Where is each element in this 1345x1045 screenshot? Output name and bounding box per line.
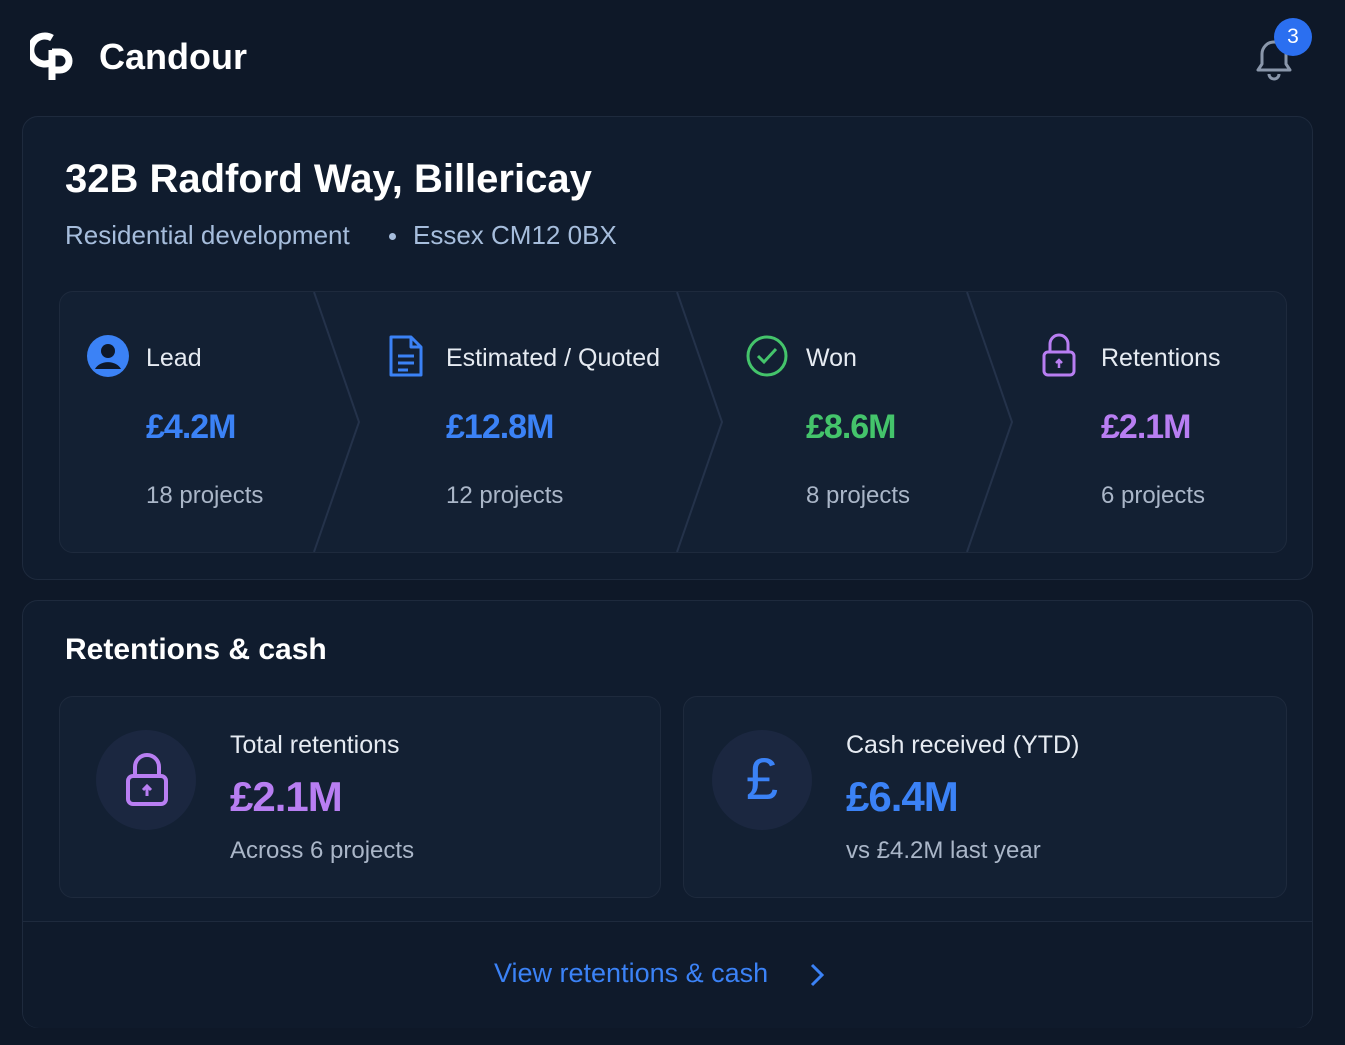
view-link[interactable]: View retentions & cash — [494, 958, 769, 988]
retentions-icon — [1042, 333, 1076, 377]
retentions-cash-card: Retentions & cash Total retentions £2.1M… — [22, 600, 1313, 1028]
card-note: vs £4.2M last year — [846, 837, 1041, 864]
card-note: Across 6 projects — [230, 837, 415, 864]
stage-projects: 12 projects — [446, 482, 564, 509]
stage-value: £4.2M — [146, 408, 236, 446]
separator-dot — [389, 233, 396, 240]
chevron-right[interactable] — [807, 962, 827, 988]
lead-icon — [87, 335, 129, 377]
pipeline: Lead £4.2M 18 projects Estimated / Quoted £1… — [59, 291, 1287, 553]
stage-value: £12.8M — [446, 408, 554, 446]
pound-icon: £ — [712, 730, 812, 830]
project-type: Residential development — [65, 220, 350, 250]
stage-projects: 8 projects — [806, 482, 911, 509]
stage-projects: 6 projects — [1101, 482, 1206, 509]
stage-projects: 18 projects — [146, 482, 264, 509]
project-title: 32B Radford Way, Billericay — [65, 157, 592, 201]
stage-label: Estimated / Quoted — [446, 344, 661, 372]
estimate-icon — [389, 335, 423, 377]
card-label: Cash received (YTD) — [846, 731, 1080, 759]
notification-badge: 3 — [1274, 18, 1312, 56]
lock-icon — [126, 753, 168, 806]
brand: Candour — [99, 36, 247, 77]
project-location: Essex CM12 0BX — [413, 220, 617, 250]
card-value: £2.1M — [230, 773, 343, 820]
pipeline-dividers — [313, 292, 1014, 552]
won-icon — [746, 335, 788, 377]
stage-value: £8.6M — [806, 408, 896, 446]
stage-label: Won — [806, 344, 857, 372]
section-title: Retentions & cash — [65, 633, 327, 666]
total-retentions-card: Total retentions £2.1M Across 6 projects — [59, 696, 661, 898]
stage-value: £2.1M — [1101, 408, 1191, 446]
stage-label: Lead — [146, 344, 202, 372]
card-label: Total retentions — [230, 731, 400, 759]
project-card: 32B Radford Way, Billericay Residential … — [22, 116, 1313, 580]
card-value: £6.4M — [846, 773, 959, 820]
cash-received-card: £ Cash received (YTD) £6.4M vs £4.2M las… — [683, 696, 1287, 898]
card-footer: View retentions & cash — [23, 921, 1312, 1028]
stage-label: Retentions — [1101, 344, 1221, 372]
logo — [30, 32, 73, 80]
icon-circle — [96, 730, 196, 830]
